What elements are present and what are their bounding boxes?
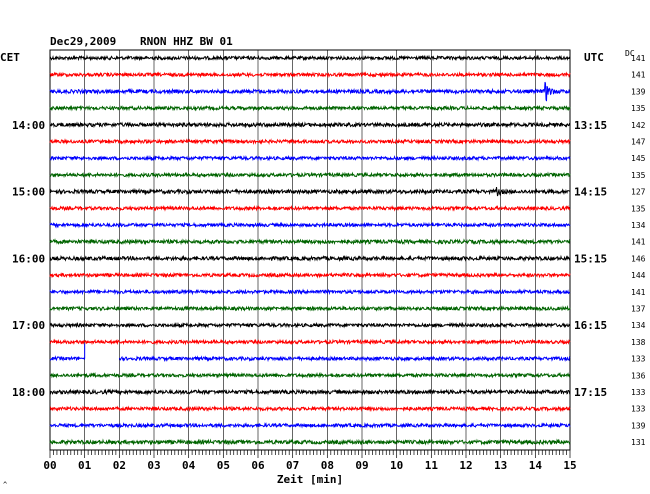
- right-hour-label: 14:15: [574, 186, 607, 199]
- dc-value-labels: 141 141 139 135 142 147 145 135 127 135 134 141 146 1…: [631, 54, 646, 447]
- dc-value: 135: [631, 104, 646, 113]
- dc-value: 147: [631, 138, 646, 147]
- left-hour-label: 15:00: [12, 186, 45, 199]
- dc-value: 141: [631, 54, 646, 63]
- seismic-trace: [49, 321, 571, 329]
- dc-value: 141: [631, 71, 646, 80]
- seismic-trace: [49, 421, 571, 429]
- left-hour-label: 16:00: [12, 252, 45, 265]
- x-tick-label: 14: [529, 459, 543, 472]
- seismic-trace: [49, 238, 571, 246]
- seismic-trace: [49, 338, 571, 346]
- seismic-trace: [49, 254, 571, 263]
- seismic-trace: [119, 355, 571, 363]
- x-tick-label: 11: [425, 459, 439, 472]
- seismic-trace: [49, 154, 571, 162]
- seismic-trace: [49, 355, 85, 362]
- right-timezone-label: UTC: [584, 51, 604, 64]
- seismic-trace: [49, 438, 571, 446]
- dc-value: 144: [631, 271, 646, 280]
- dc-value: 133: [631, 388, 646, 397]
- x-tick-label: 01: [78, 459, 92, 472]
- dc-value: 137: [631, 305, 646, 314]
- dc-value: 134: [631, 221, 646, 230]
- left-hour-label: 14:00: [12, 119, 45, 132]
- x-tick-label: 04: [182, 459, 196, 472]
- trace-group: [49, 54, 571, 446]
- seismic-trace: [49, 388, 571, 396]
- x-tick-label: 00: [43, 459, 56, 472]
- dc-value: 146: [631, 254, 646, 263]
- x-tick-label: 07: [286, 459, 299, 472]
- dc-value: 135: [631, 171, 646, 180]
- seismic-trace: [49, 71, 571, 79]
- left-hour-label: 17:00: [12, 319, 45, 332]
- dc-value: 139: [631, 87, 646, 96]
- left-hour-labels: 14:00 15:00 16:00 17:00 18:00: [12, 119, 45, 399]
- seismic-trace: [49, 221, 571, 229]
- seismic-trace: [49, 104, 571, 112]
- seismic-trace: [49, 54, 571, 62]
- dc-value: 136: [631, 371, 646, 380]
- dc-value: 141: [631, 288, 646, 297]
- x-axis-title: Zeit [min]: [277, 473, 343, 486]
- x-tick-label: 12: [459, 459, 472, 472]
- x-tick-label: 15: [563, 459, 576, 472]
- x-axis: 00 01 02 03 04 05 06 07 08 09 10 11 12 13 14 15: [43, 450, 577, 472]
- seismic-trace: [49, 288, 571, 296]
- right-hour-labels: 13:15 14:15 15:15 16:15 17:15: [574, 119, 607, 399]
- seismic-trace: [49, 138, 571, 146]
- x-tick-label: 05: [217, 459, 230, 472]
- x-tick-label: 03: [147, 459, 160, 472]
- plot-frame: [49, 49, 571, 451]
- footer-mark: ^: [3, 481, 7, 489]
- dc-value: 141: [631, 238, 646, 247]
- right-hour-label: 15:15: [574, 252, 607, 265]
- minute-grid: [49, 49, 571, 451]
- dc-value: 138: [631, 338, 646, 347]
- dc-value: 139: [631, 421, 646, 430]
- right-hour-label: 13:15: [574, 119, 607, 132]
- dc-value: 127: [631, 188, 646, 197]
- seismic-trace: [49, 81, 571, 102]
- seismic-trace: [49, 171, 571, 179]
- x-tick-label: 10: [390, 459, 403, 472]
- dc-value: 133: [631, 355, 646, 364]
- chart-station: RNON HHZ BW 01: [140, 35, 233, 48]
- left-timezone-label: CET: [0, 51, 20, 64]
- seismic-trace: [49, 371, 571, 379]
- seismic-trace: [49, 186, 571, 197]
- seismic-trace: [49, 271, 571, 279]
- dc-value: 135: [631, 204, 646, 213]
- seismic-trace: [49, 204, 571, 212]
- dc-value: 134: [631, 321, 646, 330]
- dc-value: 145: [631, 154, 646, 163]
- dc-value: 142: [631, 121, 646, 130]
- dc-value: 133: [631, 405, 646, 414]
- seismic-trace: [49, 304, 571, 312]
- chart-date: Dec29,2009: [50, 35, 116, 48]
- seismic-trace: [49, 121, 571, 129]
- x-tick-label: 06: [251, 459, 265, 472]
- left-hour-label: 18:00: [12, 386, 45, 399]
- x-tick-label: 08: [321, 459, 334, 472]
- x-tick-label: 13: [494, 459, 507, 472]
- x-tick-label: 02: [113, 459, 126, 472]
- dc-value: 131: [631, 438, 646, 447]
- seismic-trace: [49, 405, 571, 413]
- right-hour-label: 16:15: [574, 319, 607, 332]
- dc-column-header: DC: [625, 49, 635, 58]
- right-hour-label: 17:15: [574, 386, 607, 399]
- x-tick-label: 09: [355, 459, 368, 472]
